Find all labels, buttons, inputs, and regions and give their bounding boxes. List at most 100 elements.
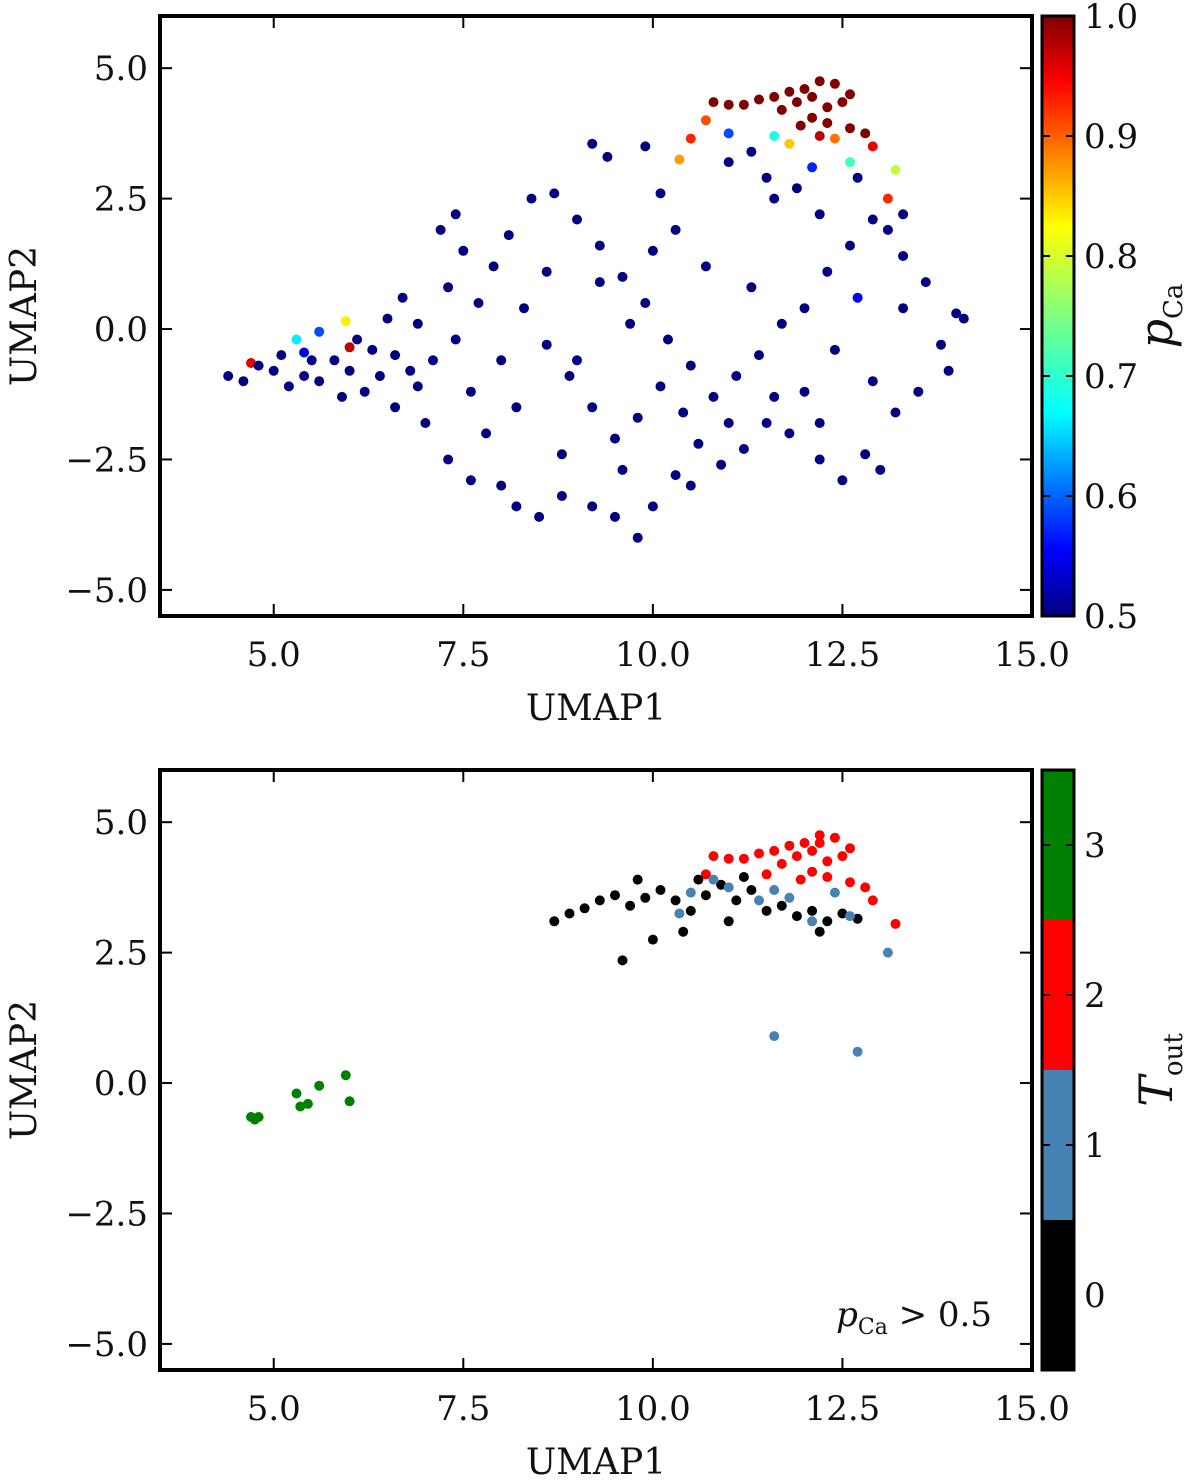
top-point-53 xyxy=(276,350,287,361)
bot-point-64 xyxy=(685,887,696,898)
top-point-67 xyxy=(465,386,476,397)
bot-point-17 xyxy=(829,832,840,843)
bot-point-34 xyxy=(549,916,560,927)
top-point-19 xyxy=(860,128,871,139)
bottom-colorbar-label-sub: out xyxy=(1159,1033,1189,1076)
top-point-33 xyxy=(723,128,734,139)
bottom-annotation: pCa > 0.5 xyxy=(836,1295,992,1340)
top-point-34 xyxy=(807,162,818,173)
top-point-0 xyxy=(708,97,719,108)
top-point-3 xyxy=(754,94,764,105)
top-point-147 xyxy=(943,365,954,376)
top-point-37 xyxy=(299,347,310,358)
bot-point-21 xyxy=(807,845,818,856)
top-point-16 xyxy=(822,118,833,128)
bot-point-6 xyxy=(314,1080,325,1091)
bot-point-54 xyxy=(852,913,863,924)
bot-point-30 xyxy=(890,918,901,929)
top-point-9 xyxy=(845,89,855,100)
bottom-y-axis: −5.0 −2.5 0.0 2.5 5.0 xyxy=(65,803,1032,1365)
bottom-colorbar-ticks: 0 1 2 3 xyxy=(1042,826,1106,1316)
top-point-62 xyxy=(443,282,454,293)
bot-point-62 xyxy=(738,872,749,882)
bottom-colorbar-frame xyxy=(1040,768,1076,1372)
top-point-57 xyxy=(367,344,378,355)
bottom-panel: 5.0 7.5 10.0 12.5 15.0 −5.0 −2.5 0.0 2.5 5.0 UMA… xyxy=(4,768,1189,1480)
bot-cb-tick-label-0: 0 xyxy=(1084,1276,1106,1316)
bot-point-50 xyxy=(791,911,802,922)
top-point-42 xyxy=(253,360,264,371)
bot-point-22 xyxy=(822,856,833,867)
top-point-40 xyxy=(223,371,234,381)
bot-point-29 xyxy=(867,895,878,906)
top-point-149 xyxy=(700,261,711,272)
top-point-110 xyxy=(617,271,628,282)
top-point-20 xyxy=(814,131,825,141)
bot-point-52 xyxy=(822,916,833,927)
top-point-94 xyxy=(951,308,962,319)
top-colorbar-label: pCa xyxy=(1129,284,1189,349)
top-point-69 xyxy=(420,418,431,428)
bot-point-71 xyxy=(845,911,855,922)
bot-point-23 xyxy=(837,851,848,862)
top-point-118 xyxy=(541,339,552,350)
bot-y-tick-label-1: −2.5 xyxy=(65,1194,148,1234)
bot-point-60 xyxy=(632,874,643,885)
top-point-28 xyxy=(890,164,901,175)
bot-point-70 xyxy=(829,887,840,898)
top-point-84 xyxy=(738,444,749,454)
top-point-8 xyxy=(829,78,840,89)
bot-point-48 xyxy=(761,905,772,916)
bottom-scatter-points xyxy=(246,830,901,1125)
top-point-156 xyxy=(685,480,696,491)
top-point-43 xyxy=(268,365,279,376)
bot-point-18 xyxy=(845,843,855,854)
top-point-72 xyxy=(465,475,476,486)
top-point-152 xyxy=(541,266,552,277)
top-point-145 xyxy=(867,376,878,387)
top-panel: 5.0 7.5 10.0 12.5 15.0 −5.0 −2.5 0.0 2.5 5.0 UMA… xyxy=(4,0,1189,729)
top-colorbar-label-sub: Ca xyxy=(1159,284,1189,319)
top-point-109 xyxy=(640,298,651,308)
bot-y-tick-label-4: 5.0 xyxy=(94,803,148,843)
top-point-83 xyxy=(716,459,727,470)
bot-point-46 xyxy=(731,895,742,906)
top-point-27 xyxy=(784,138,795,149)
bot-point-24 xyxy=(807,866,818,877)
top-point-127 xyxy=(640,141,651,152)
top-point-135 xyxy=(723,157,734,168)
bot-point-33 xyxy=(761,869,772,880)
bot-point-4 xyxy=(295,1101,306,1112)
bot-point-39 xyxy=(625,900,636,911)
top-point-73 xyxy=(496,480,507,491)
top-point-101 xyxy=(822,266,833,277)
top-point-123 xyxy=(655,381,666,392)
top-point-75 xyxy=(534,511,545,522)
top-y-axis: −5.0 −2.5 0.0 2.5 5.0 xyxy=(65,49,1032,611)
top-x-tick-label-3: 12.5 xyxy=(805,635,881,675)
top-point-150 xyxy=(647,245,658,256)
bot-point-12 xyxy=(754,848,764,859)
bot-point-19 xyxy=(776,858,787,869)
top-point-131 xyxy=(791,183,802,194)
top-point-11 xyxy=(791,97,802,108)
bot-y-tick-label-3: 2.5 xyxy=(94,934,148,974)
top-point-70 xyxy=(390,402,401,413)
top-point-41 xyxy=(238,376,249,387)
top-point-151 xyxy=(594,277,605,288)
bot-point-3 xyxy=(291,1088,302,1099)
top-y-tick-label-2: 0.0 xyxy=(94,310,148,350)
top-point-130 xyxy=(761,172,772,183)
bot-x-tick-label-0: 5.0 xyxy=(247,1389,301,1429)
top-point-30 xyxy=(769,131,780,141)
top-point-39 xyxy=(246,358,256,368)
bot-point-56 xyxy=(647,934,658,945)
bottom-x-axis: 5.0 7.5 10.0 12.5 15.0 xyxy=(247,770,1070,1429)
top-point-126 xyxy=(587,138,598,149)
bot-point-10 xyxy=(723,853,734,864)
top-point-60 xyxy=(412,318,423,329)
top-point-4 xyxy=(769,91,780,102)
top-point-102 xyxy=(799,303,810,314)
bot-point-59 xyxy=(814,926,825,937)
top-point-105 xyxy=(731,371,742,381)
